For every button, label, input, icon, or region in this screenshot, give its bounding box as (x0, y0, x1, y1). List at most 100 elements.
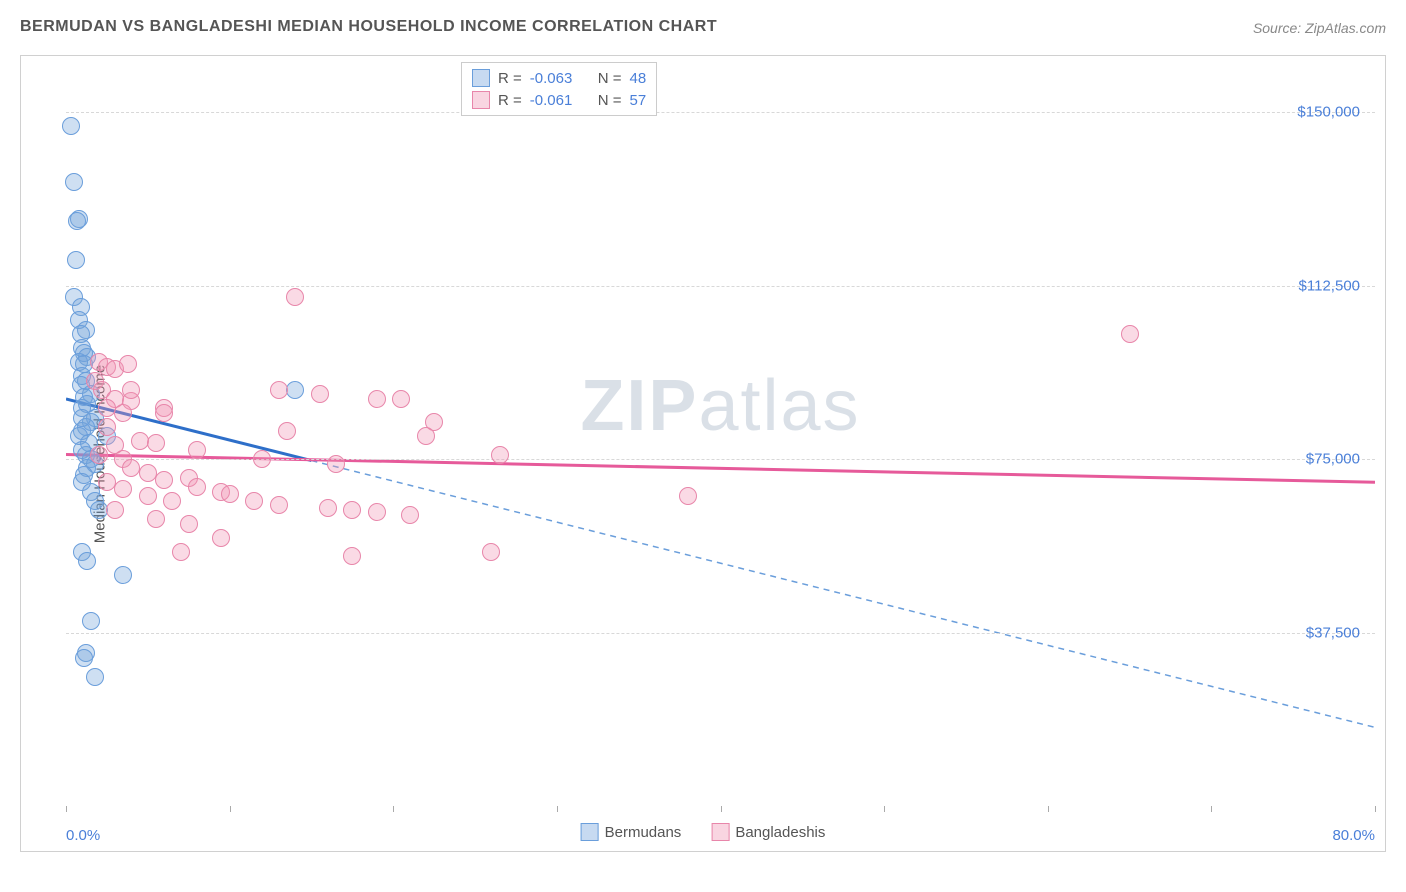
data-point (172, 543, 190, 561)
r-label: R = (498, 70, 522, 87)
stats-legend-row: R = -0.061 N = 57 (472, 89, 646, 111)
data-point (98, 473, 116, 491)
gridline (66, 633, 1375, 634)
data-point (155, 471, 173, 489)
y-tick-label: $37,500 (1306, 624, 1360, 641)
data-point (90, 446, 108, 464)
x-tick (557, 806, 558, 812)
data-point (368, 390, 386, 408)
data-point (65, 173, 83, 191)
legend-swatch (472, 91, 490, 109)
y-tick-label: $150,000 (1297, 104, 1360, 121)
legend-swatch (581, 823, 599, 841)
data-point (131, 432, 149, 450)
data-point (73, 409, 91, 427)
data-point (122, 459, 140, 477)
data-point (147, 510, 165, 528)
y-tick-label: $75,000 (1306, 451, 1360, 468)
chart-title: BERMUDAN VS BANGLADESHI MEDIAN HOUSEHOLD… (20, 18, 717, 36)
data-point (90, 501, 108, 519)
legend-item: Bermudans (581, 823, 682, 841)
stats-legend: R = -0.063 N = 48 R = -0.061 N = 57 (461, 62, 657, 116)
data-point (368, 503, 386, 521)
data-point (119, 355, 137, 373)
data-point (67, 251, 85, 269)
x-axis-max-label: 80.0% (1332, 827, 1375, 844)
data-point (139, 464, 157, 482)
data-point (1121, 325, 1139, 343)
data-point (68, 212, 86, 230)
data-point (311, 385, 329, 403)
data-point (286, 381, 304, 399)
legend-label: Bangladeshis (735, 824, 825, 841)
data-point (75, 649, 93, 667)
x-axis-min-label: 0.0% (66, 827, 100, 844)
x-tick (230, 806, 231, 812)
data-point (98, 418, 116, 436)
data-point (253, 450, 271, 468)
y-tick-label: $112,500 (1299, 277, 1360, 294)
x-tick (884, 806, 885, 812)
r-value: -0.061 (530, 92, 590, 109)
legend-label: Bermudans (605, 824, 682, 841)
data-point (82, 612, 100, 630)
data-point (188, 441, 206, 459)
x-tick (721, 806, 722, 812)
x-tick (1375, 806, 1376, 812)
data-point (221, 485, 239, 503)
data-point (245, 492, 263, 510)
n-label: N = (598, 70, 622, 87)
chart-frame: Median Household Income ZIPatlas $37,500… (20, 55, 1386, 852)
gridline (66, 112, 1375, 113)
data-point (327, 455, 345, 473)
data-point (163, 492, 181, 510)
data-point (180, 515, 198, 533)
n-label: N = (598, 92, 622, 109)
data-point (392, 390, 410, 408)
data-point (62, 117, 80, 135)
data-point (155, 404, 173, 422)
data-point (139, 487, 157, 505)
data-point (270, 496, 288, 514)
gridline (66, 286, 1375, 287)
data-point (106, 501, 124, 519)
data-point (147, 434, 165, 452)
legend-swatch (711, 823, 729, 841)
x-tick (1211, 806, 1212, 812)
legend-item: Bangladeshis (711, 823, 825, 841)
source-attribution: Source: ZipAtlas.com (1253, 20, 1386, 36)
data-point (319, 499, 337, 517)
regression-lines-layer (66, 66, 1375, 806)
data-point (78, 552, 96, 570)
data-point (114, 404, 132, 422)
n-value: 48 (630, 70, 647, 87)
regression-line-dashed (311, 461, 1375, 728)
data-point (270, 381, 288, 399)
data-point (86, 668, 104, 686)
watermark-light: atlas (698, 366, 860, 446)
stats-legend-row: R = -0.063 N = 48 (472, 67, 646, 89)
data-point (343, 501, 361, 519)
r-label: R = (498, 92, 522, 109)
data-point (114, 480, 132, 498)
data-point (122, 381, 140, 399)
data-point (417, 427, 435, 445)
x-tick (393, 806, 394, 812)
data-point (482, 543, 500, 561)
data-point (212, 529, 230, 547)
n-value: 57 (630, 92, 647, 109)
data-point (286, 288, 304, 306)
data-point (278, 422, 296, 440)
plot-area: ZIPatlas $37,500$75,000$112,500$150,0000… (66, 66, 1375, 806)
r-value: -0.063 (530, 70, 590, 87)
data-point (98, 399, 116, 417)
data-point (188, 478, 206, 496)
data-point (401, 506, 419, 524)
data-point (491, 446, 509, 464)
data-point (679, 487, 697, 505)
x-tick (66, 806, 67, 812)
series-legend: Bermudans Bangladeshis (581, 823, 826, 841)
data-point (343, 547, 361, 565)
data-point (114, 566, 132, 584)
watermark: ZIPatlas (580, 365, 860, 447)
